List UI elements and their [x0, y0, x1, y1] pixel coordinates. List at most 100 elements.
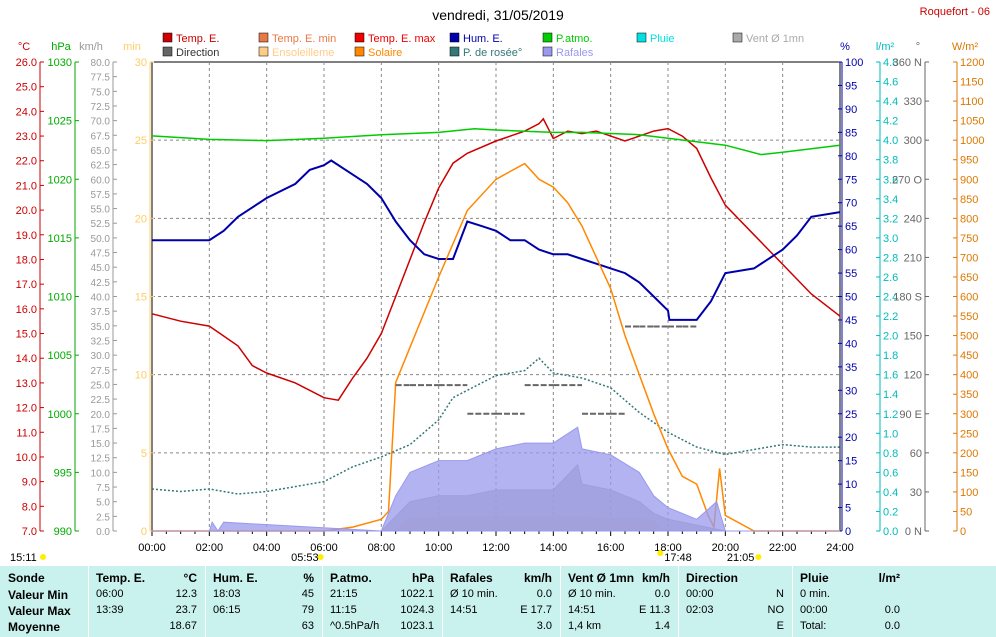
sun-icon [755, 554, 762, 560]
legend-swatch [732, 32, 743, 43]
hum-tick-label: 5 [845, 503, 851, 515]
temp-tick-label: 15.0 [16, 329, 37, 341]
wind-tick-label: 80.0 [91, 58, 111, 69]
series-layer [151, 117, 841, 532]
hum-tick-label: 70 [845, 198, 857, 210]
rain-tick-label: 3.4 [883, 194, 898, 206]
stats-header: Hum. E. [213, 571, 258, 585]
time-tick-label: 00:00 [138, 542, 166, 554]
wind-tick-label: 40.0 [91, 293, 111, 304]
stats-separator [792, 566, 793, 637]
rain-tick-label: 2.2 [883, 311, 898, 323]
hum-tick-label: 45 [845, 315, 857, 327]
rain-tick-label: 3.8 [883, 155, 898, 167]
hum-tick-label: 55 [845, 268, 857, 280]
dir-tick-label: 90 E [899, 409, 922, 421]
stats-cell-value: 0.0 [654, 588, 670, 600]
stats-cell-label: 18:03 [213, 588, 241, 600]
stats-cell-label: 1,4 km [568, 620, 602, 632]
rain-tick-label: 4.4 [883, 96, 898, 108]
hum-tick-label: 65 [845, 221, 857, 233]
stats-column: Pluie l/m² 0 min. 00:00 0.0 Total: 0.0 [792, 566, 908, 637]
stats-cell-value: 1022.1 [400, 588, 434, 600]
temp-tick-label: 16.0 [16, 304, 37, 316]
stats-column: Sonde Valeur Min Valeur Max Moyenne [0, 566, 88, 637]
legend-label: Solaire [368, 47, 402, 59]
stats-unit: l/m² [878, 571, 900, 585]
wind-tick-label: 77.5 [91, 73, 111, 84]
stats-cell-value: 18.67 [169, 620, 197, 632]
wind-tick-label: 75.0 [91, 87, 111, 98]
wind-tick-label: 37.5 [91, 307, 111, 318]
wind-tick-label: 2.5 [96, 512, 110, 523]
wind-tick-label: 17.5 [91, 424, 111, 435]
time-tick-label: 10:00 [425, 542, 453, 554]
wind-tick-label: 32.5 [91, 336, 111, 347]
time-tick-label: 08:00 [368, 542, 396, 554]
legend-label: Temp. E. max [368, 33, 436, 45]
series-p-de-ros-e [151, 357, 840, 495]
solar-unit-label: W/m² [952, 41, 979, 53]
stats-cell-label: 14:51 [568, 604, 596, 616]
dir-tick-label: 0 N [905, 526, 922, 538]
stats-cell-value: E 11.3 [639, 604, 670, 616]
chart-title: vendredi, 31/05/2019 [432, 7, 564, 23]
legend-swatch [354, 32, 365, 43]
stats-cell-value: 79 [301, 604, 314, 616]
legend-label: Temp. E. [176, 33, 219, 45]
rain-tick-label: 1.0 [883, 428, 898, 440]
wind-tick-label: 65.0 [91, 146, 111, 157]
solar-tick-label: 800 [960, 213, 978, 225]
dir-unit-label: ° [916, 41, 920, 53]
stats-column: P.atmo. hPa 21:15 1022.1 11:15 1024.3 ^0.5hPa/… [322, 566, 442, 637]
press-unit-label: hPa [51, 41, 71, 53]
dir-tick-label: 240 [904, 213, 922, 225]
press-tick-label: 1030 [48, 57, 72, 69]
sunmin-tick-label: 30 [135, 57, 147, 69]
stats-header: Sonde [8, 571, 45, 585]
dir-tick-label: 360 N [893, 57, 922, 69]
press-tick-label: 990 [54, 526, 72, 538]
stats-header: Temp. E. [96, 571, 146, 585]
stats-cell-label: Ø 10 min. [568, 588, 616, 600]
solar-tick-label: 1100 [960, 96, 984, 108]
rain-tick-label: 2.6 [883, 272, 898, 284]
hum-tick-label: 15 [845, 456, 857, 468]
hum-tick-label: 95 [845, 80, 857, 92]
dir-tick-label: 150 [904, 331, 922, 343]
temp-tick-label: 19.0 [16, 230, 37, 242]
temp-tick-label: 7.0 [22, 526, 37, 538]
sun-icon [40, 554, 46, 560]
wind-tick-label: 57.5 [91, 190, 111, 201]
solar-tick-label: 750 [960, 233, 978, 245]
solar-tick-label: 0 [960, 526, 966, 538]
stats-header: Direction [686, 571, 739, 585]
solar-tick-label: 950 [960, 155, 978, 167]
stats-cell-value: 0.0 [884, 604, 900, 616]
hum-tick-label: 75 [845, 174, 857, 186]
dir-tick-label: 210 [904, 252, 922, 264]
sunrise-marker-label: 15:11 [10, 552, 37, 564]
rain-tick-label: 1.2 [883, 409, 898, 421]
rain-tick-label: 1.8 [883, 350, 898, 362]
stats-cell-value: 12.3 [175, 588, 197, 600]
temp-tick-label: 14.0 [16, 353, 37, 365]
legend-label: Vent Ø 1mn [746, 33, 804, 45]
temp-tick-label: 11.0 [16, 427, 37, 439]
hum-tick-label: 30 [845, 385, 857, 397]
temp-tick-label: 8.0 [22, 501, 37, 513]
rain-tick-label: 0.0 [883, 526, 898, 538]
time-tick-label: 06:00 [310, 542, 338, 554]
legend: Temp. E. Temp. E. min Temp. E. max Hum. E. P… [162, 32, 804, 59]
legend-swatch [636, 32, 647, 43]
rain-tick-label: 0.2 [883, 506, 898, 518]
hum-tick-label: 0 [845, 526, 851, 538]
temp-tick-label: 22.0 [16, 156, 37, 168]
stats-column: Temp. E. °C 06:00 12.3 13:39 23.7 18.67 [88, 566, 205, 637]
stats-cell-value: 3.0 [536, 620, 552, 632]
temp-tick-label: 26.0 [16, 57, 37, 69]
solar-tick-label: 500 [960, 331, 978, 343]
stats-unit: km/h [641, 571, 670, 585]
stats-column: Hum. E.% 18:03 45 06:15 79 63 [205, 566, 322, 637]
solar-tick-label: 250 [960, 428, 978, 440]
